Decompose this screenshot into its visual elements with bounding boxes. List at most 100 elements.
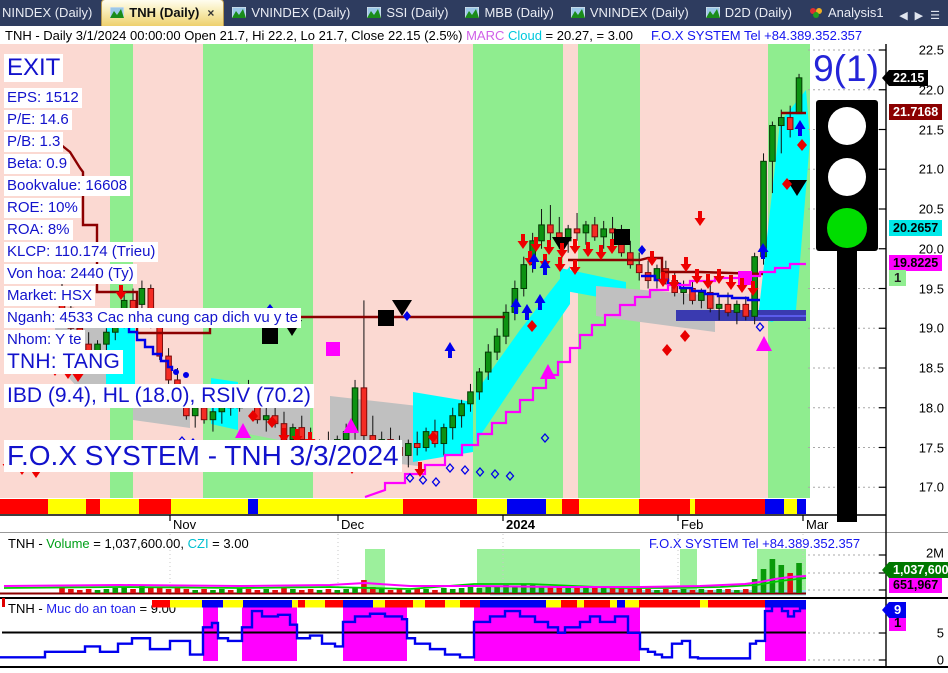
tab-label: MBB (Daily) [484,5,554,20]
volume-title-segment: CZI [187,536,209,551]
safety-pane-title: TNH - Muc do an toan = 9.00 [8,601,176,616]
fundamental-line: Beta: 0.9 [4,154,71,174]
tab-label: NINDEX (Daily) [2,5,93,20]
tab-label: SSI (Daily) [386,5,449,20]
fundamental-line: P/E: 14.6 [4,110,72,130]
tab-menu-icon[interactable]: ☰ [930,10,940,22]
analysis-icon [809,8,822,18]
tab-bar: NINDEX (Daily) TNH (Daily) × VNINDEX (Daily… [0,0,948,26]
price-tick-label: 19.0 [918,320,944,336]
traffic-light [816,100,878,522]
signal-count-label: 9(1) [813,48,879,89]
tab-label: VNINDEX (Daily) [589,5,689,20]
volume-title-segment: = 1,037,600.00, [89,536,188,551]
tag-pointer [882,602,889,618]
tab-label: D2D (Daily) [724,5,792,20]
chart-thumbnail-icon [232,7,247,18]
exit-signal-label: EXIT [4,54,64,82]
fundamental-line: Nhom: Y te [4,330,85,350]
tag-pointer [882,69,889,86]
fundamental-line: P/B: 1.3 [4,132,64,152]
tab-d2d-daily-[interactable]: D2D (Daily) [698,0,801,26]
fundamental-line: ROE: 10% [4,198,81,218]
fundamental-line: KLCP: 110.174 (Trieu) [4,242,159,262]
fundamental-line: Nganh: 4533 Cac nha cung cap dich vu y t… [4,308,302,328]
safety-scale-label-0: 0 [936,652,944,668]
chart-thumbnail-icon [465,7,480,18]
price-tick-label: 22.5 [918,42,944,58]
volume-tag-651,967: 651,967 [889,577,943,593]
x-axis-label-Feb: Feb [681,517,704,532]
x-axis [0,514,886,521]
price-tag-22.15: 22.15 [882,69,929,86]
fundamental-line: Von hoa: 2440 (Ty) [4,264,137,284]
safety-title-segment: Muc do an toan [46,601,136,616]
tab-label: VNINDEX (Daily) [251,5,351,20]
title-segment: = 20.27, [541,28,593,43]
tab-vnindex-daily-[interactable]: VNINDEX (Daily) [224,0,359,26]
fundamental-line: Market: HSX [4,286,96,306]
volume-tag-1,037,600: 1,037,600 [882,562,948,578]
price-tick-label: 17.0 [918,479,944,495]
volume-title-segment: = 3.00 [208,536,249,551]
price-tick-label: 18.0 [918,400,944,416]
tab-vnindex-daily-[interactable]: VNINDEX (Daily) [563,0,698,26]
volume-pane-graphics [0,532,948,596]
volume-title-segment: Volume [46,536,90,551]
chart-thumbnail-icon [110,7,125,18]
title-segment: MARC [466,28,508,43]
fundamental-line: Bookvalue: 16608 [4,176,131,196]
trend-label: TNH: TANG [4,350,124,374]
volume-title-segment: TNH - [8,536,47,551]
tab-analysis1[interactable]: Analysis1 [801,0,893,26]
safety-scale-label-5: 5 [936,625,944,641]
fundamental-line: EPS: 1512 [4,88,82,108]
price-tick-label: 20.5 [918,201,944,217]
x-axis-label-Nov: Nov [173,517,197,532]
price-tag-1: 1 [889,270,907,287]
safety-pane-graphics [0,597,948,668]
tab-label: TNH (Daily) [129,5,200,20]
title-segment: TNH - Daily 3/1/2024 00:00:00 Open 21.7,… [5,28,467,43]
tab-tnh-daily-[interactable]: TNH (Daily) × [101,0,225,26]
safety-title-segment: TNH - [8,601,47,616]
navy-volume-zone [676,310,806,321]
price-tick-label: 19.5 [918,281,944,296]
price-tag-21.7168: 21.7168 [889,104,943,121]
price-tag-20.2657: 20.2657 [889,219,943,236]
tab-scroll-right-icon[interactable]: ▶ [914,10,924,22]
tag-pointer [882,562,889,578]
fundamental-line: ROA: 8% [4,220,73,240]
title-segment: = 3.00 [592,28,634,43]
chart-thumbnail-icon [570,7,585,18]
volume-pane-title: TNH - Volume = 1,037,600.00, CZI = 3.00 [8,536,249,551]
tab-ssi-daily-[interactable]: SSI (Daily) [359,0,457,26]
price-tick-label: 20.0 [918,241,944,257]
title-segment: Cloud [507,28,542,43]
chart-thumbnail-icon [367,7,382,18]
price-tick-label: 21.0 [918,161,944,177]
tab-close-icon[interactable]: × [207,5,215,20]
watermark-label: F.O.X SYSTEM - TNH 3/3/2024 [4,440,402,472]
price-tick-label: 21.5 [918,122,944,137]
tab-mbb-daily-[interactable]: MBB (Daily) [457,0,562,26]
tab-label: Analysis1 [827,5,884,20]
tab-scroll-controls: ◀ ▶ ☰ [899,9,948,26]
price-tick-label: 22.0 [918,82,944,98]
price-tick-label: 18.5 [918,360,944,376]
x-axis-label-Mar: Mar [806,517,829,532]
ohlc-summary: TNH - Daily 3/1/2024 00:00:00 Open 21.7,… [5,28,633,43]
tab-nindex-daily-[interactable]: NINDEX (Daily) [0,0,101,26]
volume-axis-top-label: 2M [925,545,944,561]
volume-fox-contact: F.O.X SYSTEM Tel +84.389.352.357 [649,536,861,551]
x-axis-label-2024: 2024 [506,517,535,532]
pane-marker-tick [2,598,5,607]
fox-system-contact: F.O.X SYSTEM Tel +84.389.352.357 [651,28,863,43]
signal-ribbon-main [0,499,806,514]
chart-title-bar: TNH - Daily 3/1/2024 00:00:00 Open 21.7,… [0,26,948,44]
tab-scroll-left-icon[interactable]: ◀ [899,10,908,22]
price-tag-19.8225: 19.8225 [889,254,943,271]
safety-tag-1: 1 [889,615,907,631]
